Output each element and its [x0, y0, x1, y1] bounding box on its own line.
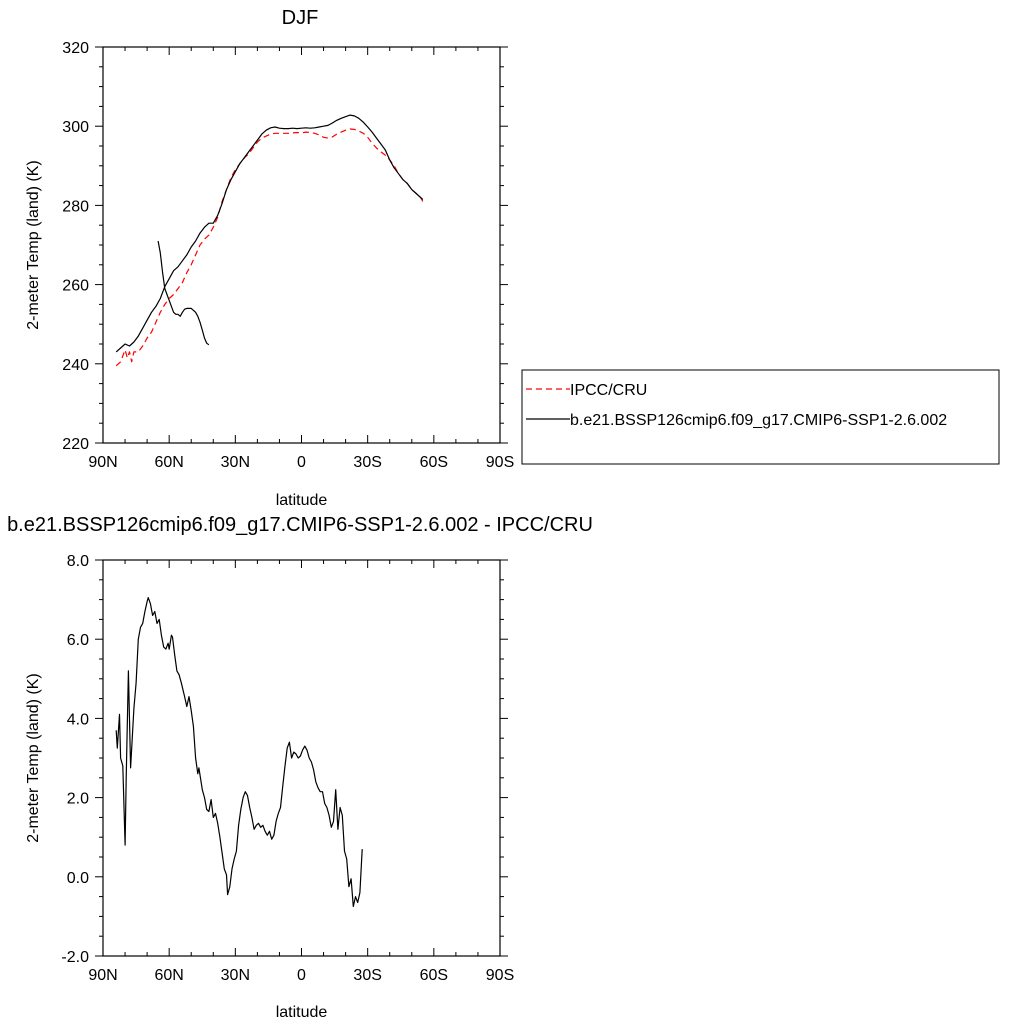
- top-x-tick-label: 90N: [88, 454, 117, 471]
- top-y-tick-label: 260: [62, 278, 89, 295]
- panel-top: DJF 90N 60N 30N 0 30S 60S 90S 220 240 260 280 300 32…: [25, 7, 1000, 509]
- bottom-x-tick-label: 60N: [154, 967, 183, 984]
- top-x-tick-label: 60N: [154, 454, 183, 471]
- legend-box: [521, 369, 1000, 465]
- top-series-lines: [115, 114, 424, 367]
- bottom-series-lines: [115, 597, 363, 908]
- top-series-line-1: [115, 114, 424, 353]
- top-x-tick-label: 60S: [420, 454, 448, 471]
- panel-bottom: b.e21.BSSP126cmip6.f09_g17.CMIP6-SSP1-2.…: [7, 514, 593, 1021]
- top-tick-marks: [95, 46, 508, 444]
- top-y-tick-label: 220: [62, 436, 89, 453]
- top-x-tick-label: 0: [297, 454, 306, 471]
- top-x-tick-label: 30N: [221, 454, 250, 471]
- bottom-y-tick-label: -2.0: [61, 949, 89, 966]
- bottom-chart-title: b.e21.BSSP126cmip6.f09_g17.CMIP6-SSP1-2.…: [7, 514, 593, 536]
- top-x-tick-label: 30S: [353, 454, 381, 471]
- bottom-y-tick-label: 8.0: [67, 553, 89, 570]
- bottom-y-tick-label: 4.0: [67, 711, 89, 728]
- bottom-x-tick-label: 0: [297, 967, 306, 984]
- top-tick-labels: 90N 60N 30N 0 30S 60S 90S 220 240 260 280 300 320: [62, 40, 514, 471]
- bottom-y-axis-label: 2-meter Temp (land) (K): [25, 673, 42, 843]
- top-x-tick-label: 90S: [486, 454, 514, 471]
- top-x-axis-label: latitude: [276, 492, 328, 509]
- top-chart-title: DJF: [282, 7, 319, 29]
- top-y-tick-label: 300: [62, 119, 89, 136]
- bottom-tick-marks: [95, 559, 508, 957]
- top-y-tick-label: 320: [62, 40, 89, 57]
- bottom-x-tick-label: 30S: [353, 967, 381, 984]
- bottom-x-tick-label: 60S: [420, 967, 448, 984]
- bottom-x-tick-label: 90S: [486, 967, 514, 984]
- bottom-x-tick-label: 90N: [88, 967, 117, 984]
- bottom-y-tick-label: 2.0: [67, 791, 89, 808]
- top-series-line-0: [115, 128, 424, 367]
- bottom-x-axis-label: latitude: [276, 1004, 328, 1021]
- bottom-x-tick-label: 30N: [221, 967, 250, 984]
- top-y-tick-label: 280: [62, 198, 89, 215]
- bottom-y-tick-label: 0.0: [67, 870, 89, 887]
- bottom-y-tick-label: 6.0: [67, 632, 89, 649]
- legend-label-ipcc: IPCC/CRU: [570, 382, 647, 399]
- top-series-line-1: [157, 240, 210, 346]
- bottom-series-line-0: [115, 597, 363, 908]
- legend-label-model: b.e21.BSSP126cmip6.f09_g17.CMIP6-SSP1-2.…: [570, 412, 947, 429]
- top-y-tick-label: 240: [62, 357, 89, 374]
- legend: IPCC/CRU b.e21.BSSP126cmip6.f09_g17.CMIP…: [521, 369, 1000, 465]
- top-y-axis-label: 2-meter Temp (land) (K): [25, 160, 42, 330]
- top-plot-frame: [102, 46, 501, 444]
- bottom-tick-labels: 90N 60N 30N 0 30S 60S 90S -2.0 0.0 2.0 4.0 6.0 8.0: [61, 553, 514, 984]
- bottom-plot-frame: [102, 559, 501, 957]
